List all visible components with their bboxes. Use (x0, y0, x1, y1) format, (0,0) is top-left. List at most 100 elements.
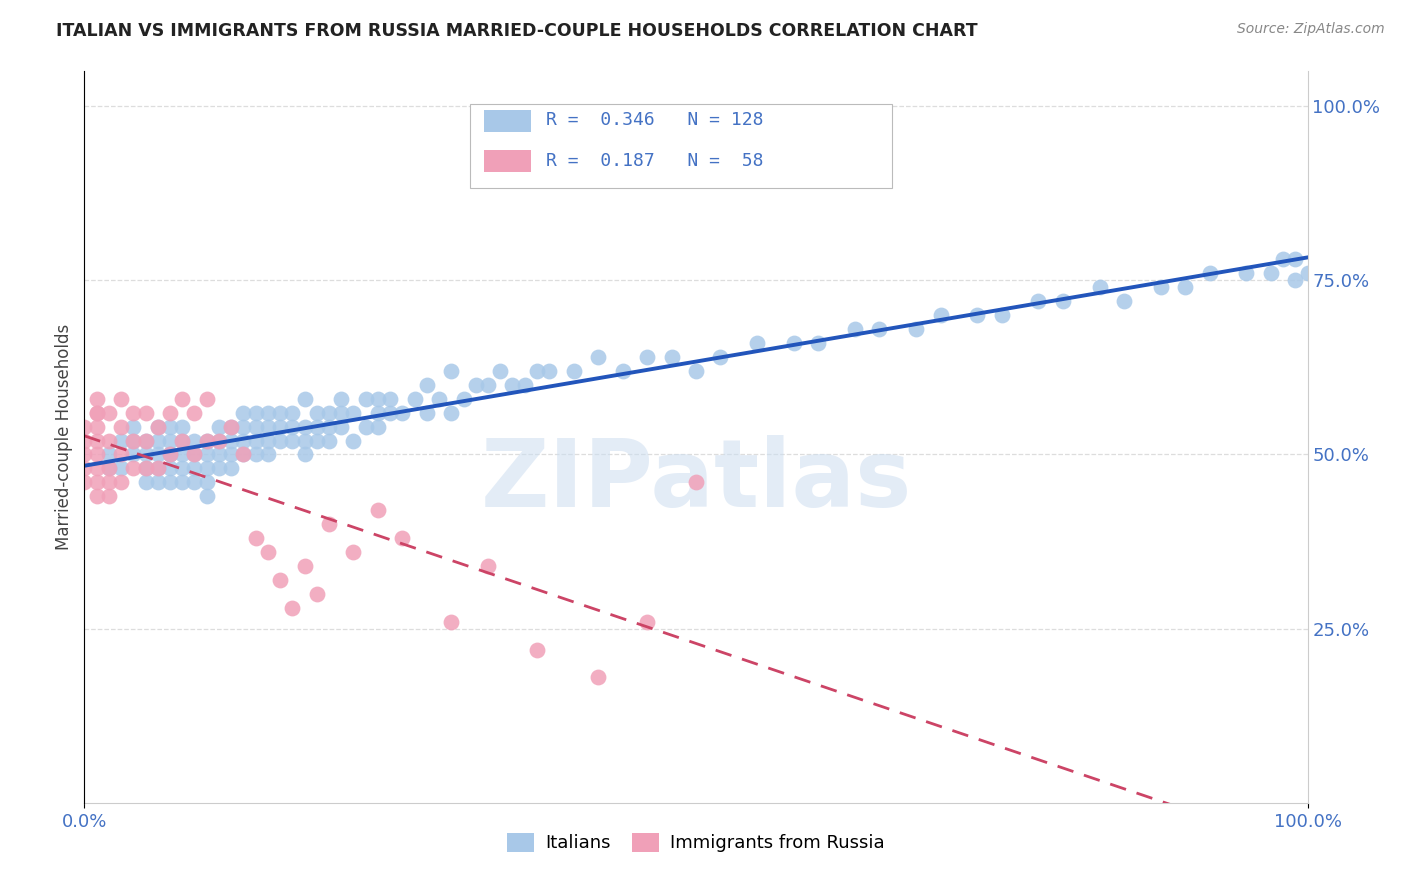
Point (183, 406, 205, 420)
Point (73, 461, 96, 475)
Point (195, 489, 218, 503)
Point (905, 322, 928, 336)
Point (159, 434, 181, 448)
Point (159, 406, 181, 420)
Point (380, 392, 402, 406)
Point (146, 461, 169, 475)
Point (330, 419, 353, 434)
Point (305, 587, 328, 601)
Text: Source: ZipAtlas.com: Source: ZipAtlas.com (1237, 22, 1385, 37)
Point (172, 419, 194, 434)
Point (195, 434, 218, 448)
Point (367, 392, 389, 406)
Point (97, 489, 120, 503)
Point (367, 406, 389, 420)
Point (110, 475, 132, 490)
Point (440, 406, 463, 420)
Point (97, 448, 120, 462)
Point (342, 434, 364, 448)
Point (172, 392, 194, 406)
Point (183, 461, 205, 475)
Point (257, 419, 280, 434)
Point (208, 434, 231, 448)
Point (208, 461, 231, 475)
Point (869, 322, 891, 336)
Point (685, 475, 707, 490)
Point (367, 419, 389, 434)
Point (257, 406, 280, 420)
Point (110, 448, 132, 462)
Text: R =  0.187   N =  58: R = 0.187 N = 58 (546, 152, 763, 169)
Point (110, 434, 132, 448)
Point (195, 461, 218, 475)
Point (294, 434, 316, 448)
Point (195, 392, 218, 406)
Point (146, 461, 169, 475)
Point (807, 336, 830, 351)
Point (86, 448, 108, 462)
Point (367, 503, 389, 517)
Point (73, 448, 96, 462)
Point (342, 406, 364, 420)
Point (208, 434, 231, 448)
Point (245, 434, 267, 448)
Point (73, 475, 96, 490)
Point (404, 392, 426, 406)
Point (219, 419, 242, 434)
Point (1174, 280, 1197, 294)
Point (86, 406, 108, 420)
Point (305, 406, 328, 420)
Point (232, 448, 254, 462)
Point (281, 600, 304, 615)
Point (391, 406, 413, 420)
Point (97, 406, 120, 420)
Point (146, 419, 169, 434)
Point (135, 461, 157, 475)
Point (464, 377, 486, 392)
Point (477, 377, 499, 392)
Point (159, 448, 181, 462)
FancyBboxPatch shape (484, 110, 531, 132)
Point (183, 448, 205, 462)
Point (305, 419, 328, 434)
Point (146, 475, 169, 490)
Point (1296, 266, 1319, 280)
Point (342, 545, 364, 559)
Point (281, 419, 304, 434)
Point (183, 434, 205, 448)
Point (97, 461, 120, 475)
Point (562, 364, 585, 378)
Point (195, 434, 218, 448)
Point (257, 545, 280, 559)
Y-axis label: Married-couple Households: Married-couple Households (55, 324, 73, 550)
Point (135, 434, 157, 448)
Point (636, 350, 658, 364)
Point (427, 392, 450, 406)
Point (146, 419, 169, 434)
Point (135, 406, 157, 420)
Point (159, 419, 181, 434)
Point (195, 475, 218, 490)
Point (86, 406, 108, 420)
Point (232, 448, 254, 462)
Point (661, 350, 683, 364)
Point (73, 419, 96, 434)
Point (195, 448, 218, 462)
Point (245, 531, 267, 545)
Point (146, 434, 169, 448)
FancyBboxPatch shape (484, 150, 531, 171)
Point (159, 475, 181, 490)
Point (208, 419, 231, 434)
Point (122, 434, 145, 448)
Point (318, 419, 340, 434)
Point (269, 573, 291, 587)
Point (513, 377, 536, 392)
Point (269, 434, 291, 448)
Point (440, 364, 463, 378)
Point (391, 531, 413, 545)
Point (1236, 266, 1258, 280)
Point (159, 448, 181, 462)
Point (1284, 252, 1306, 267)
Point (86, 434, 108, 448)
Point (257, 434, 280, 448)
